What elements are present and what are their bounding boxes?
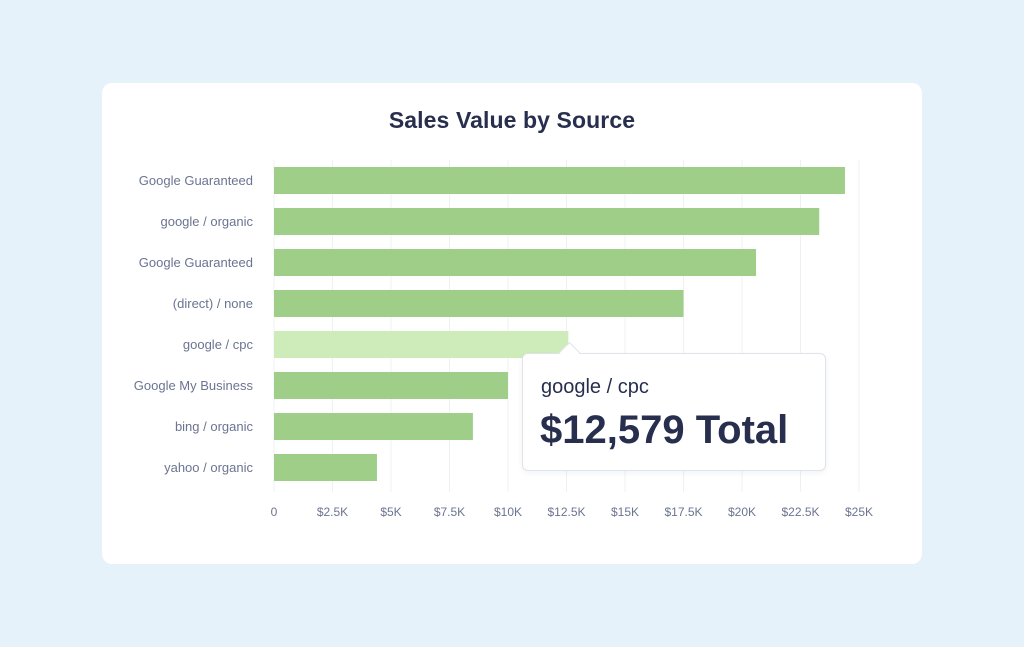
tooltip: google / cpc $12,579 Total — [522, 353, 826, 471]
bar-6[interactable] — [274, 413, 473, 440]
bar-1[interactable] — [274, 208, 820, 235]
x-tick-label: $25K — [845, 505, 873, 519]
bar-2[interactable] — [274, 249, 757, 276]
bar-0[interactable] — [274, 167, 845, 194]
x-tick-label: $7.5K — [434, 505, 465, 519]
category-label: bing / organic — [175, 419, 254, 434]
category-label: Google My Business — [134, 378, 254, 393]
bar-5[interactable] — [274, 372, 508, 399]
bar-3[interactable] — [274, 290, 684, 317]
category-label: Google Guaranteed — [139, 255, 253, 270]
chart-card — [102, 83, 922, 564]
category-label: yahoo / organic — [164, 460, 253, 475]
tooltip-value: $12,579 Total — [540, 408, 789, 452]
tooltip-source: google / cpc — [541, 376, 649, 398]
category-label: google / cpc — [183, 337, 254, 352]
x-tick-label: $22.5K — [781, 505, 819, 519]
chart-title: Sales Value by Source — [388, 107, 636, 133]
category-label: google / organic — [160, 214, 253, 229]
x-tick-label: $12.5K — [547, 505, 585, 519]
x-tick-label: $2.5K — [317, 505, 348, 519]
x-tick-label: $15K — [611, 505, 639, 519]
x-tick-label: $10K — [494, 505, 522, 519]
x-tick-label: 0 — [271, 505, 278, 519]
bar-4[interactable] — [274, 331, 569, 358]
x-tick-label: $5K — [380, 505, 401, 519]
bar-7[interactable] — [274, 454, 377, 481]
category-label: (direct) / none — [173, 296, 253, 311]
x-tick-label: $17.5K — [664, 505, 702, 519]
x-tick-label: $20K — [728, 505, 756, 519]
category-label: Google Guaranteed — [139, 173, 253, 188]
